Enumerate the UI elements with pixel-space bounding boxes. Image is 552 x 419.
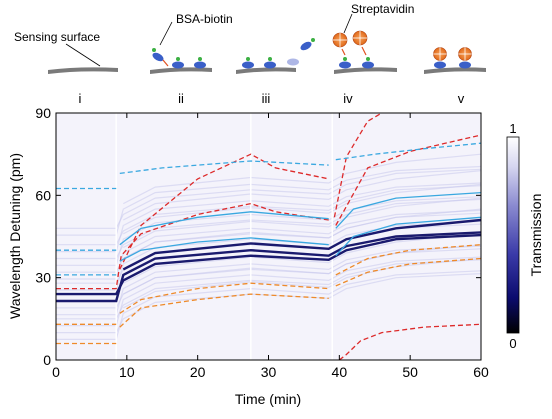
fit-line [335, 257, 481, 287]
streptavidin-icon [433, 47, 447, 61]
x-axis-label: Time (min) [235, 391, 301, 407]
x-tick-label: 50 [402, 364, 418, 380]
resonance-band [56, 231, 481, 303]
stage-i-diagram: Sensing surface [14, 30, 118, 74]
streptavidin-label: Streptavidin [351, 2, 414, 16]
colorbar-max-label: 1 [509, 121, 516, 136]
faint-resonance [123, 197, 481, 249]
faint-resonance [123, 257, 481, 309]
binding-arrow [361, 46, 367, 56]
colorbar-gradient [506, 136, 520, 334]
streptavidin-icon [352, 30, 368, 46]
y-tick-label: 30 [35, 270, 51, 286]
colorbar-min-label: 0 [509, 336, 516, 351]
stage-label-iii: iii [262, 91, 271, 106]
colorbar-label: Transmission [528, 194, 544, 277]
fit-line [119, 153, 329, 270]
y-tick-label: 60 [35, 187, 51, 203]
binding-arrow [162, 59, 169, 67]
biotin-marker [152, 48, 156, 52]
stage-label-iv: iv [343, 91, 353, 106]
resonance-band [122, 218, 481, 271]
y-tick-label: 0 [43, 352, 51, 368]
fit-line [338, 323, 481, 360]
stage-iii-diagram [236, 38, 315, 74]
fit-line [119, 237, 329, 262]
resonance-layer [56, 218, 481, 303]
streptavidin-icon [332, 32, 348, 48]
bsa-biotin-label: BSA-biotin [176, 12, 233, 26]
x-tick-label: 30 [261, 364, 277, 380]
fit-line [119, 293, 329, 328]
stage-ii-diagram: BSA-biotin [150, 12, 233, 74]
stage-label-i: i [79, 91, 82, 106]
colorbar: 1 0 Transmission [506, 121, 544, 351]
binding-arrow [341, 48, 346, 56]
stage-schematic: Sensing surface BSA-biotin [14, 2, 486, 106]
heatmap-plot: 0 10 20 30 40 50 60 0 30 60 90 Time (min) Wavelen… [7, 105, 489, 407]
sensing-surface-pointer [65, 43, 101, 67]
x-axis-ticks: 0 10 20 30 40 50 60 [52, 113, 489, 380]
bsa-biotin-molecule [152, 52, 164, 62]
x-tick-label: 20 [190, 364, 206, 380]
bsa-biotin-pointer [159, 21, 173, 46]
fit-line [335, 134, 481, 226]
bsa-biotin-molecule [172, 61, 184, 69]
released-molecule [287, 58, 299, 66]
x-tick-label: 40 [332, 364, 348, 380]
sensing-surface-slab [48, 67, 118, 74]
fit-line [335, 142, 481, 161]
x-tick-label: 60 [473, 364, 489, 380]
x-tick-label: 10 [119, 364, 135, 380]
faint-resonance [123, 170, 481, 221]
y-axis-ticks: 0 30 60 90 [35, 105, 481, 368]
fit-line [119, 160, 329, 175]
fit-line [119, 211, 329, 246]
fit-line [335, 191, 481, 229]
y-axis-label: Wavelength Detuning (pm) [7, 153, 23, 319]
y-tick-label: 90 [35, 105, 51, 121]
stage-iv-diagram: Streptavidin [332, 2, 414, 74]
fit-line-layer [56, 113, 481, 360]
streptavidin-icon [458, 47, 472, 61]
bsa-biotin-molecule [300, 41, 312, 51]
x-tick-label: 0 [52, 364, 60, 380]
stage-v-diagram [424, 47, 486, 74]
faint-resonance [123, 208, 481, 260]
fit-line [335, 244, 481, 276]
bsa-biotin-molecule [194, 61, 206, 69]
faint-resonance [123, 233, 481, 284]
fit-line [56, 202, 329, 290]
fit-line [333, 113, 383, 218]
stage-label-ii: ii [178, 91, 184, 106]
fit-line [119, 282, 329, 314]
faint-resonance [123, 183, 481, 235]
sensing-surface-label: Sensing surface [14, 30, 100, 44]
fit-line [335, 216, 481, 257]
faint-resonance [123, 153, 481, 205]
streptavidin-pointer [343, 13, 353, 34]
stage-label-v: v [458, 91, 465, 106]
